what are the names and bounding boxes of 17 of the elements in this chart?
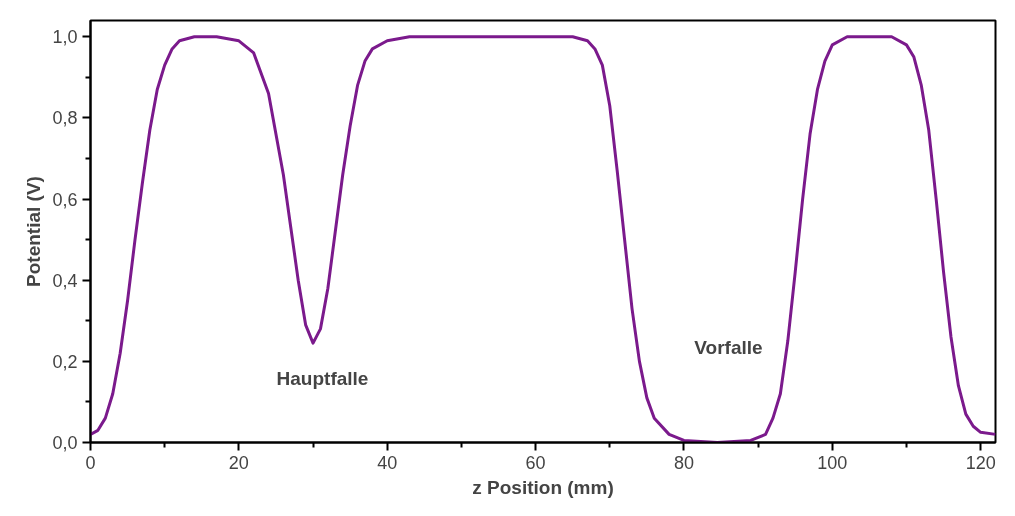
- x-tick-label: 80: [673, 452, 694, 473]
- x-axis-title: z Position (mm): [472, 476, 614, 498]
- x-tick-label: 40: [377, 452, 398, 473]
- x-tick-label: 20: [228, 452, 249, 473]
- x-tick-label: 120: [965, 452, 996, 473]
- x-tick-label: 0: [85, 452, 96, 473]
- y-tick-label: 0,0: [52, 433, 78, 453]
- annotation: Vorfalle: [694, 337, 763, 358]
- y-tick-label: 0,2: [52, 351, 78, 372]
- y-tick-label: 0,4: [52, 270, 78, 291]
- x-tick-label: 100: [817, 452, 848, 473]
- y-axis-title: Potential (V): [23, 176, 45, 287]
- annotation: Hauptfalle: [276, 368, 369, 389]
- y-tick-label: 0,8: [52, 108, 78, 129]
- y-tick-label: 0,6: [52, 189, 78, 210]
- y-tick-label: 1,0: [52, 27, 78, 48]
- x-tick-label: 60: [525, 452, 546, 473]
